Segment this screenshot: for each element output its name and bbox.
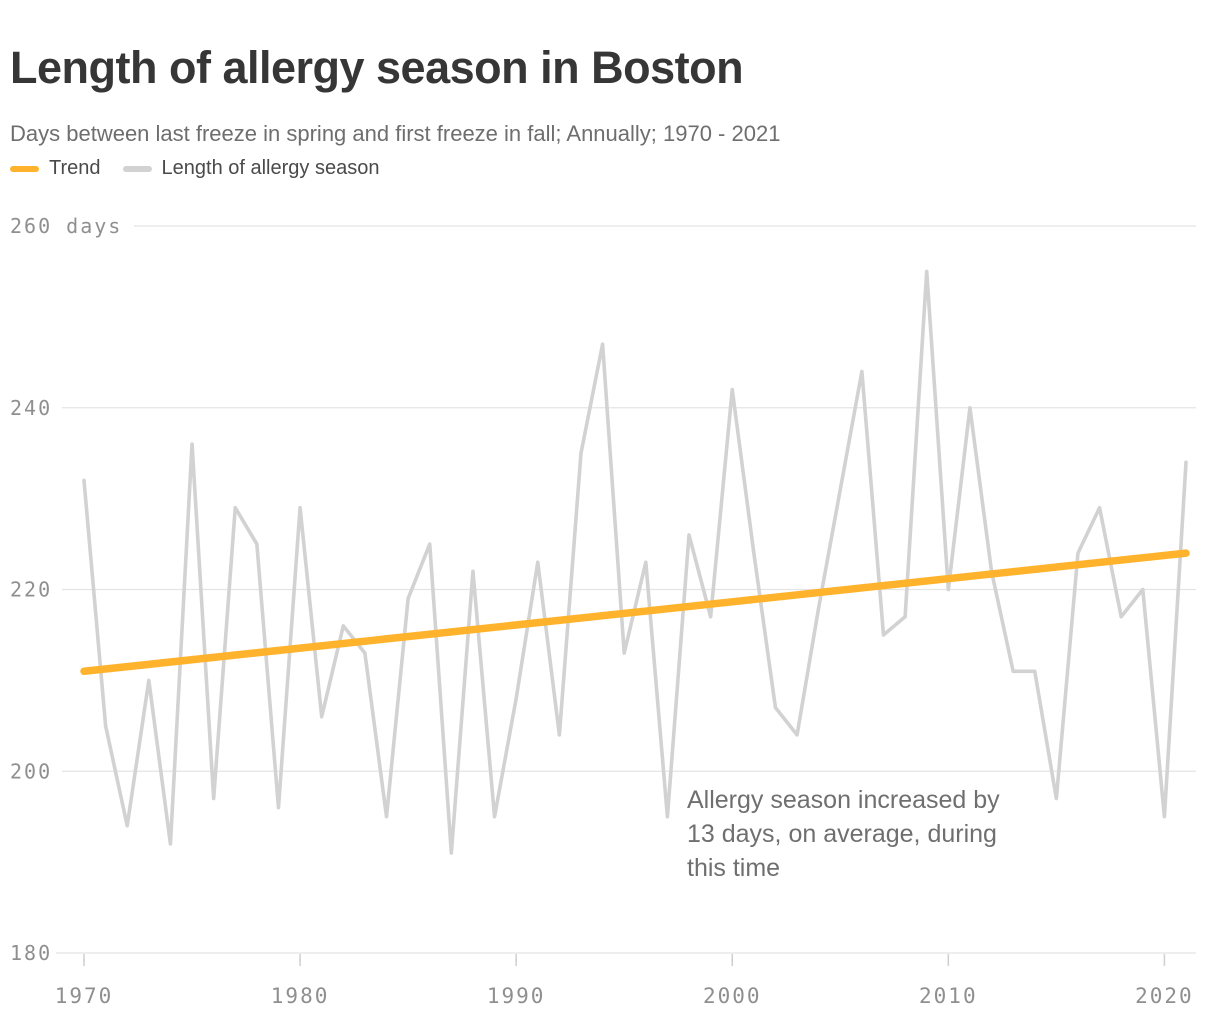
annotation-line: this time: [687, 854, 781, 882]
page-title: Length of allergy season in Boston: [10, 42, 744, 94]
x-axis-label-2000: 2000: [703, 984, 762, 1008]
legend-item-trend: Trend: [10, 157, 101, 180]
y-axis-label-220: 220: [10, 578, 52, 602]
trend-swatch-icon: [10, 165, 39, 172]
x-axis-label-2010: 2010: [919, 984, 978, 1008]
series-swatch-icon: [122, 165, 152, 172]
y-axis-label-260: 260 days: [10, 214, 122, 238]
x-axis-label-1980: 1980: [271, 984, 330, 1008]
chart-annotation: Allergy season increased by 13 days, on …: [687, 783, 1000, 885]
chart-subtitle: Days between last freeze in spring and f…: [10, 121, 781, 146]
legend-label-series: Length of allergy season: [161, 157, 380, 179]
annotation-line: 13 days, on average, during: [687, 820, 997, 848]
legend: Trend Length of allergy season: [10, 157, 379, 180]
y-axis-label-180: 180: [10, 941, 52, 965]
x-axis-label-1990: 1990: [487, 984, 546, 1008]
legend-item-series: Length of allergy season: [122, 157, 380, 180]
annotation-line: Allergy season increased by: [687, 786, 1000, 814]
allergy-season-line: [82, 269, 1188, 855]
trend-line: [80, 549, 1190, 676]
legend-label-trend: Trend: [49, 157, 101, 179]
y-axis-label-240: 240: [10, 396, 52, 420]
x-axis-label-1970: 1970: [55, 984, 114, 1008]
x-axis-label-2020: 2020: [1135, 984, 1194, 1008]
y-axis-label-200: 200: [10, 759, 52, 783]
